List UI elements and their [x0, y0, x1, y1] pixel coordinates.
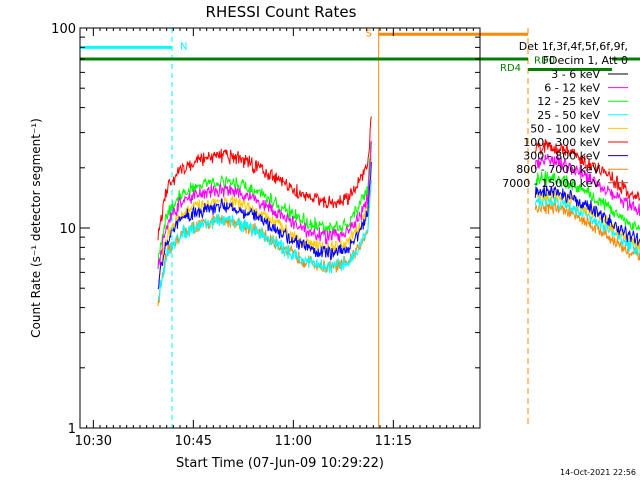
legend-label: 800 - 7000 keV	[516, 163, 600, 176]
x-tick-label: 10:45	[175, 434, 212, 449]
legend-label: 3 - 6 keV	[551, 68, 600, 81]
legend-label: 6 - 12 keV	[544, 82, 600, 95]
legend-label: 300 - 800 keV	[523, 150, 600, 163]
legend-label: 12 - 25 keV	[537, 95, 600, 108]
x-axis-label: Start Time (07-Jun-09 10:29:22)	[176, 456, 384, 471]
series-line-6-12keV-seg1	[534, 153, 640, 217]
y-tick-label: 10	[59, 222, 76, 237]
y-tick-label: 1	[68, 422, 76, 437]
legend-header-line-2: FDecim 1, Att 0	[543, 54, 628, 67]
series-line-300-800keV-seg1	[534, 185, 640, 246]
n-label: N	[180, 41, 187, 52]
chart-title: RHESSI Count Rates	[206, 3, 357, 21]
x-tick-label: 11:15	[375, 434, 412, 449]
series-line-100-300keV-seg0	[157, 116, 372, 241]
legend-label: 25 - 50 keV	[537, 109, 600, 122]
series-line-12-25keV-seg0	[157, 141, 372, 268]
legend-label: 50 - 100 keV	[530, 122, 600, 135]
legend-label: 7000 - 15000 keV	[502, 177, 600, 190]
rd4-label: RD4	[500, 63, 521, 74]
series-line-25-50keV-seg1	[534, 192, 640, 257]
rd0-label: RD0	[534, 56, 555, 67]
series-line-12-25keV-seg1	[534, 171, 640, 231]
x-tick-label: 11:00	[275, 434, 312, 449]
tick-layer: 10:30 10:45 11:00 11:15 1 10 100	[51, 22, 481, 449]
series-line-800-7000keV-seg1	[534, 201, 640, 261]
series-line-300-800keV-seg0	[157, 161, 372, 290]
legend-header-line-1: Det 1f,3f,4f,5f,6f,9f,	[519, 40, 628, 53]
series-line-25-50keV-seg0	[157, 180, 372, 302]
series-line-100-300keV-seg1	[534, 139, 640, 202]
plot-frame	[79, 27, 481, 429]
series-line-6-12keV-seg0	[157, 140, 372, 270]
y-tick-label: 100	[51, 22, 76, 37]
s-label: S	[366, 28, 372, 39]
legend: Det 1f,3f,4f,5f,6f,9f, FDecim 1, Att 0 3…	[502, 40, 628, 190]
series-line-50-100keV-seg0	[157, 157, 372, 282]
x-tick-label: 10:30	[75, 434, 112, 449]
series-layer	[157, 116, 640, 307]
legend-label: 100 - 300 keV	[523, 136, 600, 149]
y-axis-label: Count Rate (s⁻¹ detector segment⁻¹)	[29, 118, 43, 338]
plot-area: N S RD4 RD0 10:30 10:45 11:00 11:15 1 10 100	[51, 22, 640, 449]
timestamp: 14-Oct-2021 22:56	[560, 468, 636, 477]
